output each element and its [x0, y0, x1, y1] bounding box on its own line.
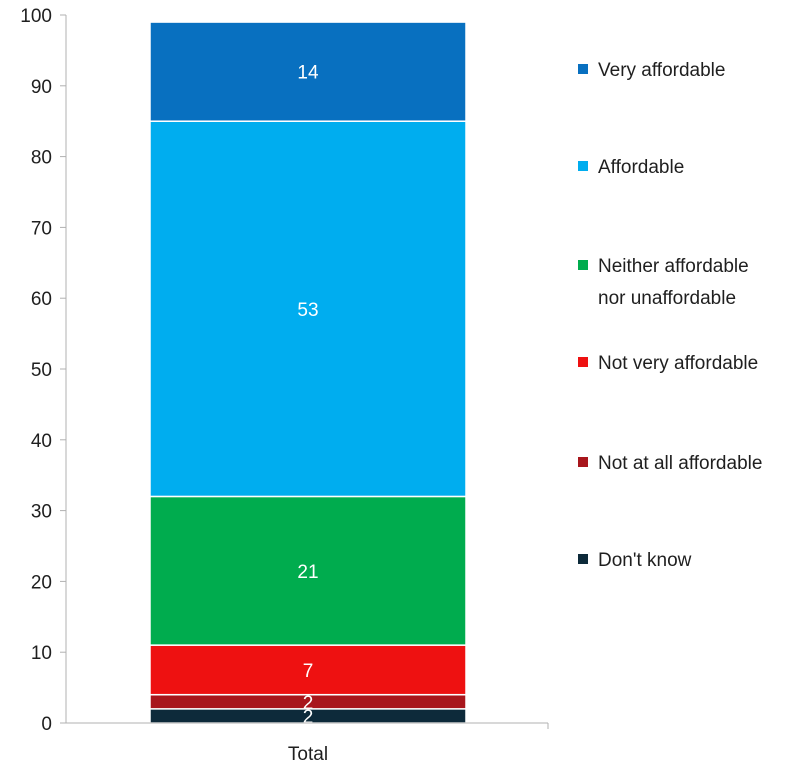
y-tick-label: 100 — [20, 6, 52, 27]
legend-item: Neither affordable nor unaffordable — [578, 256, 749, 309]
legend-label: Not very affordable — [598, 353, 758, 374]
y-tick-label: 90 — [31, 77, 52, 98]
legend-label: Affordable — [598, 157, 684, 178]
legend-swatch — [578, 260, 588, 270]
bar-segment — [149, 495, 467, 646]
y-tick-label: 20 — [31, 572, 52, 593]
legend-label: Very affordable — [598, 60, 725, 81]
legend-label-line: nor unaffordable — [598, 288, 736, 309]
legend-item: Not very affordable — [578, 353, 758, 374]
data-label: 53 — [297, 300, 318, 321]
legend-item: Not at all affordable — [578, 453, 762, 474]
legend: Very affordable Affordable Neither afforda… — [578, 60, 762, 571]
y-tick-label: 60 — [31, 289, 52, 310]
legend-label-line: Neither affordable — [598, 256, 749, 277]
data-label: 2 — [303, 707, 314, 728]
bar-segment — [149, 120, 467, 498]
y-tick-label: 80 — [31, 148, 52, 169]
y-tick-label: 10 — [31, 643, 52, 664]
legend-swatch — [578, 64, 588, 74]
bar-segment — [149, 21, 467, 122]
data-label: 14 — [297, 63, 319, 84]
y-tick-label: 30 — [31, 502, 52, 523]
legend-label: Neither affordable nor unaffordable — [598, 256, 749, 309]
data-label: 21 — [297, 562, 318, 583]
y-tick-label: 40 — [31, 431, 52, 452]
legend-item: Affordable — [578, 157, 684, 178]
legend-swatch — [578, 554, 588, 564]
legend-item: Don't know — [578, 550, 692, 571]
bar-segment — [149, 644, 467, 696]
y-axis: 0 10 20 30 40 50 60 70 80 90 100 — [20, 6, 67, 735]
legend-label: Don't know — [598, 550, 692, 571]
y-tick-label: 70 — [31, 218, 52, 239]
legend-swatch — [578, 457, 588, 467]
x-category-label: Total — [288, 744, 328, 765]
data-label: 7 — [303, 661, 314, 682]
legend-swatch — [578, 161, 588, 171]
x-axis: Total — [66, 722, 549, 765]
legend-label: Not at all affordable — [598, 453, 762, 474]
bar-stack: 22 7 21 53 14 — [149, 21, 467, 728]
y-tick-label: 50 — [31, 360, 52, 381]
legend-item: Very affordable — [578, 60, 725, 81]
data-label: 2 — [303, 693, 314, 714]
y-tick-label: 0 — [41, 714, 52, 735]
legend-swatch — [578, 357, 588, 367]
